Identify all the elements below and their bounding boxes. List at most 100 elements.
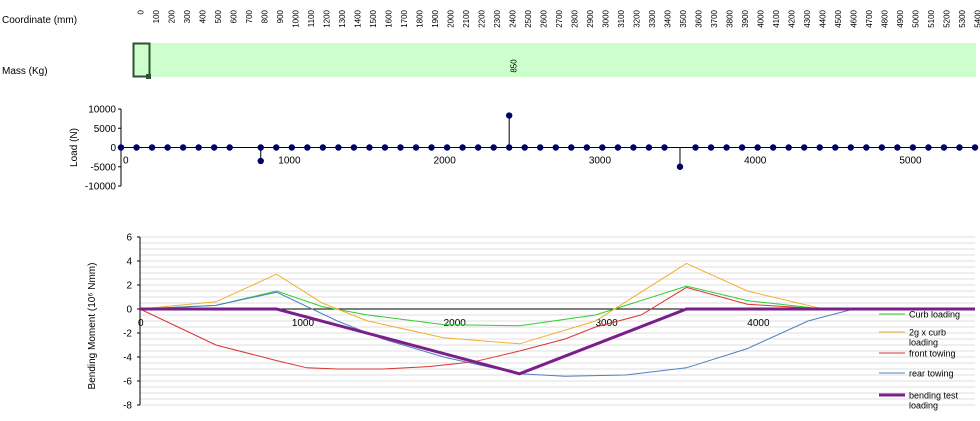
- load-point: [910, 144, 916, 150]
- load-point: [739, 144, 745, 150]
- load-point: [894, 144, 900, 150]
- load-point: [506, 144, 512, 150]
- bm-y-axis-label: Bending Moment (10⁶ Nmm): [87, 263, 98, 390]
- load-y-tick-label: 10000: [88, 105, 116, 116]
- legend-label-2: front towing: [909, 349, 956, 359]
- coordinate-cell: 600: [230, 9, 239, 23]
- load-y-axis-label: Load (N): [69, 128, 80, 167]
- load-point: [335, 144, 341, 150]
- load-point: [568, 144, 574, 150]
- load-point: [490, 144, 496, 150]
- load-point: [195, 144, 201, 150]
- load-y-tick-label: 5000: [94, 124, 117, 135]
- coordinate-cell: 2900: [586, 9, 595, 27]
- coordinate-cell: 4800: [881, 9, 890, 27]
- load-point: [553, 144, 559, 150]
- load-point: [537, 144, 543, 150]
- load-point: [770, 144, 776, 150]
- coordinate-row-label: Coordinate (mm): [2, 15, 77, 26]
- coordinate-cell: 2500: [524, 9, 533, 27]
- bm-series-line-0: [140, 286, 975, 326]
- load-point: [692, 144, 698, 150]
- load-x-tick-label: 5000: [899, 156, 922, 167]
- load-point: [133, 144, 139, 150]
- coordinate-cell: 2100: [462, 9, 471, 27]
- load-point: [615, 144, 621, 150]
- load-point: [584, 144, 590, 150]
- coordinate-cell: 0: [137, 9, 146, 14]
- coordinate-cell: 400: [199, 9, 208, 23]
- bm-series-line-1: [140, 263, 975, 343]
- load-point: [351, 144, 357, 150]
- load-y-tick-label: 0: [110, 143, 116, 154]
- load-point: [180, 144, 186, 150]
- coordinate-cell: 3600: [695, 9, 704, 27]
- load-point: [366, 144, 372, 150]
- load-x-tick-label: 1000: [278, 156, 301, 167]
- coordinate-cell: 5000: [912, 9, 921, 27]
- bm-y-tick-label: -2: [123, 329, 132, 340]
- coordinate-cell: 3800: [726, 9, 735, 27]
- load-point: [226, 144, 232, 150]
- load-point: [817, 144, 823, 150]
- coordinate-cell: 900: [276, 9, 285, 23]
- coordinate-cell: 200: [168, 9, 177, 23]
- load-point: [832, 144, 838, 150]
- load-point: [118, 144, 124, 150]
- load-x-tick-label: 3000: [589, 156, 612, 167]
- coordinate-cell: 5100: [927, 9, 936, 27]
- coordinate-cell: 3100: [617, 9, 626, 27]
- coordinate-cell: 4400: [819, 9, 828, 27]
- coordinate-cell: 800: [261, 9, 270, 23]
- load-point: [444, 144, 450, 150]
- coordinate-cell: 2300: [493, 9, 502, 27]
- coordinate-cell: 4200: [788, 9, 797, 27]
- load-point: [459, 144, 465, 150]
- coordinate-cell: 2800: [571, 9, 580, 27]
- coordinate-cell: 1200: [323, 9, 332, 27]
- load-point: [211, 144, 217, 150]
- coordinate-cell: 1100: [307, 9, 316, 27]
- load-point: [475, 144, 481, 150]
- coordinate-cell: 1300: [338, 9, 347, 27]
- bm-x-tick-label: 4000: [747, 318, 770, 329]
- coordinate-cell: 4300: [803, 9, 812, 27]
- load-point: [630, 144, 636, 150]
- load-point: [258, 144, 264, 150]
- load-point: [661, 144, 667, 150]
- legend-label-3: rear towing: [909, 369, 954, 379]
- fill-handle[interactable]: [146, 74, 151, 79]
- bm-y-tick-label: -4: [123, 353, 132, 364]
- coordinate-cell: 4000: [757, 9, 766, 27]
- coordinate-cell: 1700: [400, 9, 409, 27]
- coordinate-cell: 1500: [369, 9, 378, 27]
- load-x-tick-label: 4000: [744, 156, 767, 167]
- load-point: [289, 144, 295, 150]
- coordinate-cell: 4100: [772, 9, 781, 27]
- coordinate-cell: 2400: [509, 9, 518, 27]
- coordinate-cell: 300: [183, 9, 192, 23]
- coordinate-cell: 3400: [664, 9, 673, 27]
- load-point: [599, 144, 605, 150]
- load-point: [863, 144, 869, 150]
- coordinate-cell: 700: [245, 9, 254, 23]
- coordinate-cell: 1000: [292, 9, 301, 27]
- coordinate-cell: 4600: [850, 9, 859, 27]
- load-axes: [121, 109, 975, 186]
- coordinate-cell: 4500: [834, 9, 843, 27]
- coordinate-cell: 1600: [385, 9, 394, 27]
- load-point: [646, 144, 652, 150]
- coordinate-cell: 2700: [555, 9, 564, 27]
- coordinate-cell: 100: [152, 9, 161, 23]
- load-y-tick-label: -5000: [90, 162, 116, 173]
- coordinate-cell: 3300: [648, 9, 657, 27]
